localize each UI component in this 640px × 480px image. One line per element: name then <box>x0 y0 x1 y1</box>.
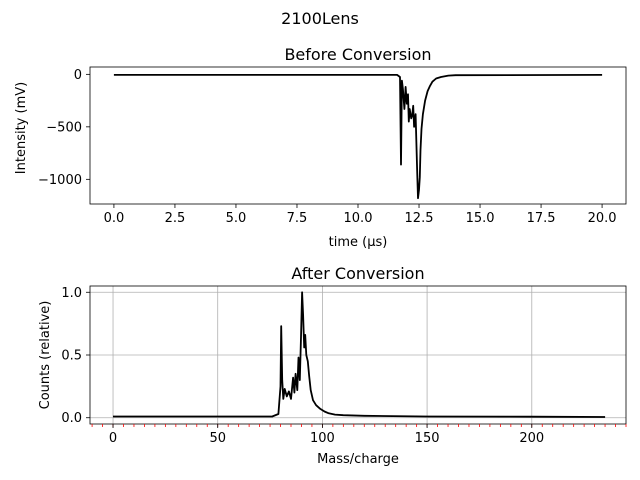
before-xtick-label-6: 15.0 <box>466 211 495 226</box>
before-conversion-ylabel: Intensity (mV) <box>14 82 29 174</box>
after-conversion-ylabel: Counts (relative) <box>38 301 53 410</box>
after-ytick-label-0: 0.0 <box>61 411 82 426</box>
before-xtick-label-4: 10.0 <box>344 211 373 226</box>
before-conversion-plot: Before Conversion time (μs) Intensity (m… <box>14 45 627 250</box>
after-conversion-plot: After Conversion Mass/charge Counts (rel… <box>38 264 627 467</box>
after-xtick-label-2: 100 <box>310 431 335 446</box>
before-conversion-title: Before Conversion <box>284 45 431 64</box>
before-xtick-label-1: 2.5 <box>165 211 186 226</box>
before-ytick-label-0: 0 <box>74 68 82 83</box>
after-xtick-label-0: 0 <box>109 431 117 446</box>
after-xtick-label-3: 150 <box>415 431 440 446</box>
figure-title: 2100Lens <box>281 9 359 28</box>
before-ytick-label-2: −1000 <box>38 173 82 188</box>
after-ytick-label-2: 1.0 <box>61 286 82 301</box>
before-xtick-label-2: 5.0 <box>226 211 247 226</box>
after-series-line-0 <box>113 291 606 418</box>
before-ytick-label-1: −500 <box>46 120 82 135</box>
before-xtick-label-3: 7.5 <box>287 211 308 226</box>
after-conversion-xlabel: Mass/charge <box>317 452 399 467</box>
after-ytick-label-1: 0.5 <box>61 349 82 364</box>
after-conversion-title: After Conversion <box>291 264 424 283</box>
after-xtick-label-1: 50 <box>209 431 226 446</box>
before-axes-frame <box>89 66 627 205</box>
before-series-line-0 <box>113 74 603 200</box>
before-xtick-label-8: 20.0 <box>588 211 617 226</box>
before-xtick-label-0: 0.0 <box>104 211 125 226</box>
after-xtick-label-4: 200 <box>519 431 544 446</box>
before-xtick-label-7: 17.5 <box>527 211 556 226</box>
before-xtick-label-5: 12.5 <box>405 211 434 226</box>
before-conversion-xlabel: time (μs) <box>329 235 388 250</box>
